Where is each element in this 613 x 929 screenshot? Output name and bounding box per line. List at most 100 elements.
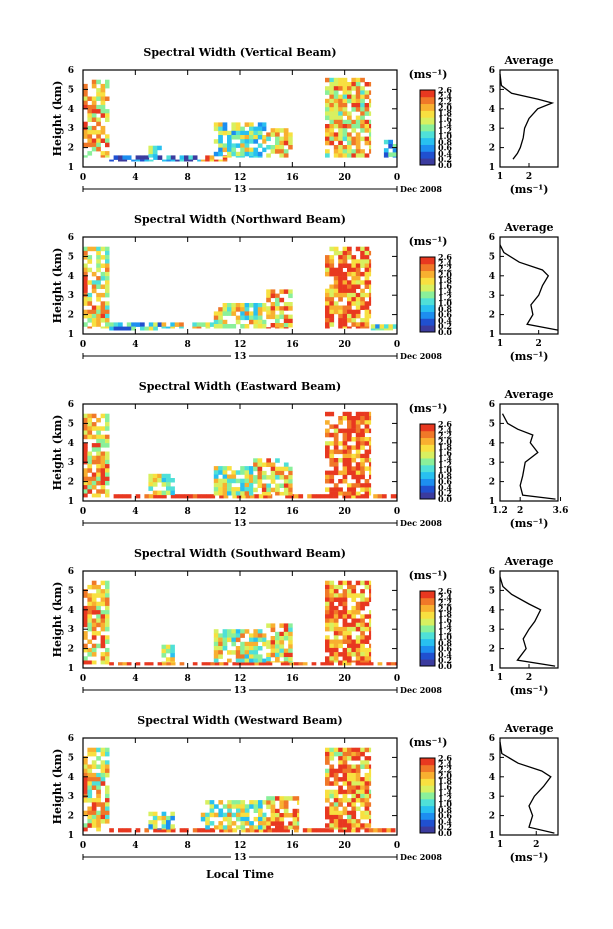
colorbar-swatch <box>420 437 435 445</box>
heatmap-cell <box>227 151 232 157</box>
heatmap-cell <box>179 662 185 666</box>
heatmap-cell <box>288 487 293 493</box>
heatmap-cell <box>83 430 88 435</box>
heatmap-cell <box>342 777 348 782</box>
panel-title: Spectral Width (Eastward Beam) <box>139 380 341 393</box>
heatmap-cell <box>342 660 348 663</box>
heatmap-cell <box>275 631 280 637</box>
colorbar-swatch <box>420 478 435 486</box>
y-tick-label: 2 <box>68 311 74 321</box>
heatmap-cell <box>83 255 88 260</box>
heatmap-cell <box>351 647 357 653</box>
heatmap-cell <box>288 314 293 320</box>
heatmap-cell <box>364 255 370 260</box>
heatmap-cell <box>279 483 285 488</box>
heatmap-cell <box>347 98 352 104</box>
heatmap-cell <box>355 149 361 154</box>
heatmap-cell <box>266 657 271 662</box>
colorbar-tick-label: 1.4 <box>438 120 452 130</box>
heatmap-cell <box>270 813 276 818</box>
heatmap-cell <box>364 494 370 499</box>
heatmap-cell <box>170 326 175 329</box>
colorbar-tick-label: 0.2 <box>438 822 452 832</box>
heatmap-cell <box>231 126 237 132</box>
profile-x-tick-label: 1 <box>497 840 503 850</box>
heatmap-cell <box>100 597 106 602</box>
heatmap-cell <box>218 315 223 321</box>
heatmap-cell <box>244 478 250 484</box>
heatmap-cell <box>283 314 289 320</box>
heatmap-cell <box>342 416 348 421</box>
panel-title: Spectral Width (Northward Beam) <box>134 213 346 226</box>
heatmap-cell <box>235 135 241 140</box>
heatmap-cell <box>333 288 339 294</box>
heatmap-cell <box>105 597 110 602</box>
heatmap-cell <box>105 610 110 615</box>
heatmap-cell <box>170 155 176 160</box>
heatmap-cell <box>270 128 276 133</box>
heatmap-cell <box>342 259 348 264</box>
heatmap-cell <box>347 153 352 158</box>
heatmap-cell <box>360 416 365 421</box>
heatmap-cell <box>342 618 348 623</box>
heatmap-cell <box>329 491 335 496</box>
heatmap-cell <box>83 781 88 786</box>
heatmap-cell <box>283 302 289 307</box>
heatmap-cell <box>279 623 285 628</box>
heatmap-cell <box>369 631 372 636</box>
heatmap-cell <box>347 416 352 421</box>
heatmap-cell <box>91 819 97 824</box>
colorbar-swatch <box>420 611 435 619</box>
heatmap-cell <box>342 136 348 142</box>
heatmap-cell <box>347 428 352 434</box>
heatmap-cell <box>87 751 93 757</box>
heatmap-cell <box>87 309 93 315</box>
heatmap-cell <box>100 313 106 319</box>
heatmap-cell <box>316 494 321 499</box>
heatmap-cell <box>100 309 106 315</box>
heatmap-cell <box>388 152 393 157</box>
heatmap-cell <box>338 626 343 632</box>
heatmap-cell <box>342 441 348 446</box>
heatmap-cell <box>157 662 163 666</box>
heatmap-cell <box>364 806 370 811</box>
heatmap-cell <box>360 823 365 828</box>
heatmap-cell <box>342 124 348 129</box>
heatmap-cell <box>364 458 370 463</box>
heatmap-cell <box>240 816 246 822</box>
heatmap-cell <box>351 751 357 757</box>
heatmap-cell <box>342 153 348 158</box>
heatmap-cell <box>166 662 172 666</box>
heatmap-cell <box>249 156 254 158</box>
heatmap-cell <box>360 453 365 459</box>
heatmap-cell <box>360 246 365 252</box>
heatmap-cell <box>360 462 365 467</box>
heatmap-cell <box>266 487 271 493</box>
heatmap-cell <box>338 140 343 146</box>
heatmap-cell <box>91 322 97 327</box>
heatmap-cell <box>338 819 343 824</box>
heatmap-cell <box>266 289 271 294</box>
heatmap-cell <box>275 136 280 142</box>
heatmap-cell <box>325 639 330 644</box>
heatmap-cell <box>347 445 352 450</box>
heatmap-cell <box>386 828 392 833</box>
heatmap-cell <box>218 147 223 153</box>
heatmap-cell <box>395 494 397 499</box>
heatmap-cell <box>338 487 343 492</box>
heatmap-cell <box>170 322 175 327</box>
colorbar-tick-label: 2.0 <box>438 770 452 780</box>
heatmap-cell <box>279 310 285 315</box>
x-tick-label: 0 <box>394 507 400 517</box>
heatmap-cell <box>360 94 365 100</box>
heatmap <box>83 747 396 833</box>
heatmap-cell <box>100 92 106 97</box>
heatmap-cell <box>96 438 101 444</box>
heatmap-cell <box>351 103 357 108</box>
heatmap-cell <box>329 751 335 757</box>
heatmap-cell <box>325 86 330 91</box>
heatmap-cell <box>96 309 101 315</box>
heatmap-cell <box>96 109 101 114</box>
heatmap-cell <box>83 622 88 628</box>
heatmap-cell <box>249 470 254 475</box>
